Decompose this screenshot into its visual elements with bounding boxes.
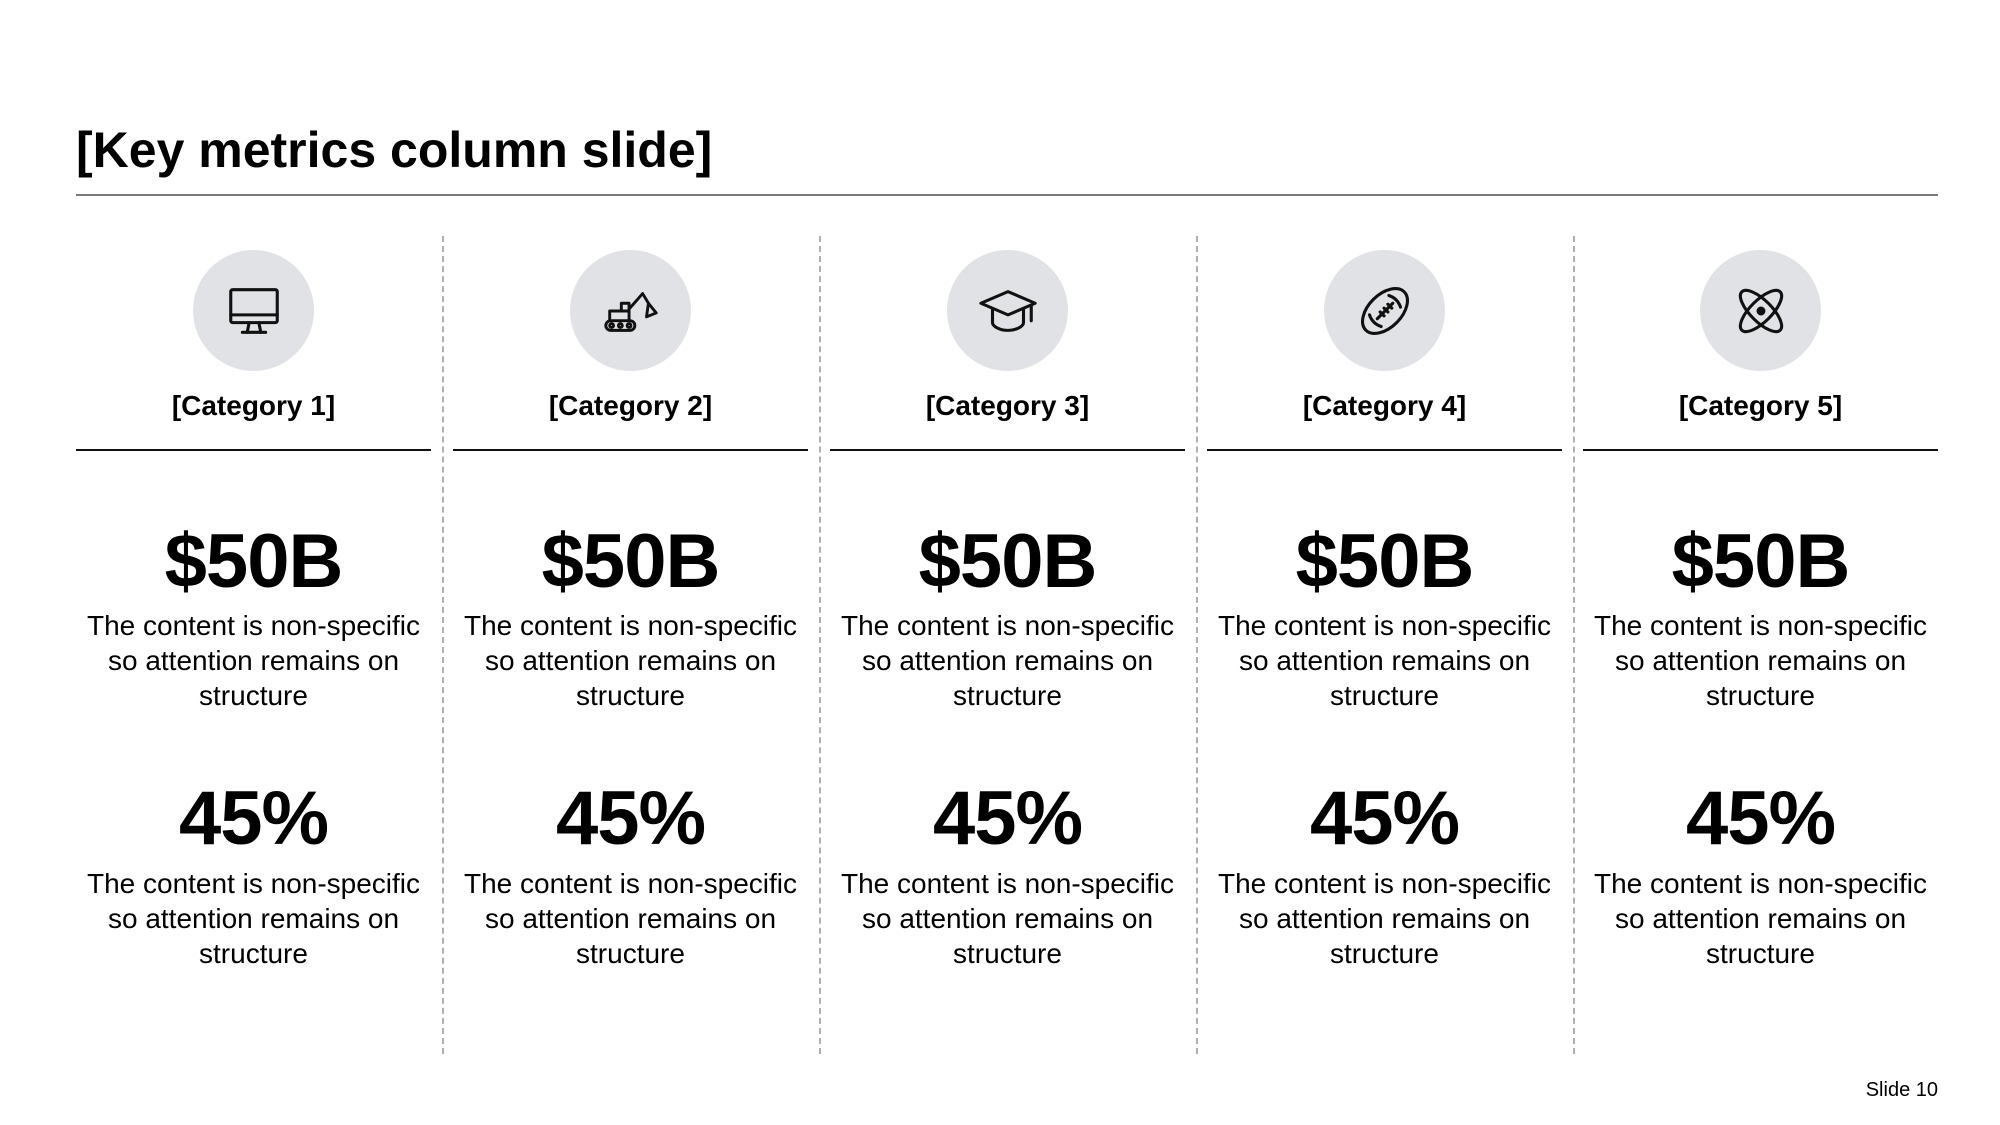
metric-value-primary: $50B — [918, 519, 1098, 604]
slide-number: Slide 10 — [1865, 1079, 1938, 1101]
slide-title: [Key metrics column slide] — [76, 122, 713, 178]
column-divider — [1196, 236, 1198, 1054]
metric-description-secondary: The content is non-specific so attention… — [1593, 868, 1928, 969]
metric-description-secondary: The content is non-specific so attention… — [86, 868, 421, 969]
column-divider — [1573, 236, 1575, 1054]
metric-description-primary: The content is non-specific so attention… — [463, 610, 798, 711]
metric-value-secondary: 45% — [178, 776, 329, 861]
category-label: [Category 3] — [925, 390, 1090, 421]
atom-icon — [1700, 250, 1821, 371]
metric-description-secondary: The content is non-specific so attention… — [1217, 868, 1552, 969]
metric-value-secondary: 45% — [555, 776, 706, 861]
metric-column-5: [Category 5] $50B The content is non-spe… — [1583, 236, 1938, 1054]
metric-description-primary: The content is non-specific so attention… — [1593, 610, 1928, 711]
graduation-cap-icon — [947, 250, 1068, 371]
excavator-icon — [570, 250, 691, 371]
title-divider — [76, 194, 1938, 196]
metric-value-primary: $50B — [164, 519, 344, 604]
category-label: [Category 5] — [1678, 390, 1843, 421]
column-divider — [819, 236, 821, 1054]
monitor-icon — [193, 250, 314, 371]
category-divider — [1583, 449, 1938, 451]
category-label: [Category 2] — [548, 390, 713, 421]
metric-description-secondary: The content is non-specific so attention… — [463, 868, 798, 969]
category-label: [Category 1] — [171, 390, 336, 421]
metric-description-primary: The content is non-specific so attention… — [86, 610, 421, 711]
metric-column-3: [Category 3] $50B The content is non-spe… — [830, 236, 1185, 1054]
metric-column-1: [Category 1] $50B The content is non-spe… — [76, 236, 431, 1054]
metric-column-2: [Category 2] $50B The content is non-spe… — [453, 236, 808, 1054]
category-divider — [1207, 449, 1562, 451]
metric-value-secondary: 45% — [1309, 776, 1460, 861]
category-divider — [453, 449, 808, 451]
column-divider — [442, 236, 444, 1054]
metric-column-4: [Category 4] $50B The content is non-spe… — [1207, 236, 1562, 1054]
metric-value-primary: $50B — [1295, 519, 1475, 604]
category-label: [Category 4] — [1302, 390, 1467, 421]
metric-value-primary: $50B — [1671, 519, 1851, 604]
metric-value-secondary: 45% — [932, 776, 1083, 861]
metric-value-primary: $50B — [541, 519, 721, 604]
metrics-columns: [Category 1] $50B The content is non-spe… — [76, 236, 1938, 1054]
metric-value-secondary: 45% — [1685, 776, 1836, 861]
category-divider — [76, 449, 431, 451]
metric-description-primary: The content is non-specific so attention… — [1217, 610, 1552, 711]
metric-description-secondary: The content is non-specific so attention… — [840, 868, 1175, 969]
category-divider — [830, 449, 1185, 451]
football-icon — [1324, 250, 1445, 371]
metric-description-primary: The content is non-specific so attention… — [840, 610, 1175, 711]
